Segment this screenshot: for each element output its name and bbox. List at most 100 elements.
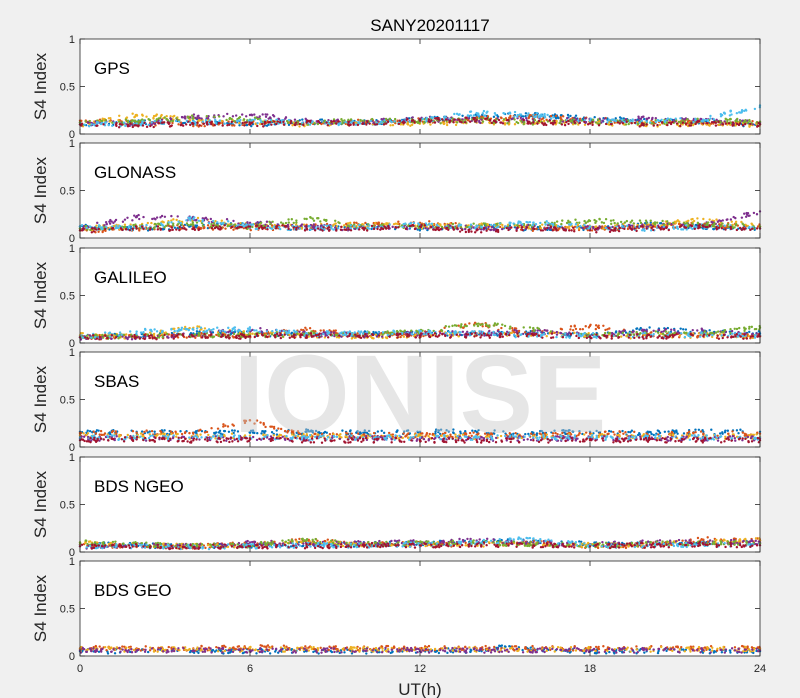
scatter-dot [590, 229, 594, 232]
scatter-dot [717, 120, 720, 124]
scatter-dot [567, 119, 570, 123]
scatter-dot [191, 121, 194, 125]
scatter-dot [348, 221, 352, 224]
scatter-dot [301, 121, 304, 124]
scatter-dot [724, 228, 727, 231]
scatter-dot [189, 216, 192, 219]
scatter-dot [447, 228, 450, 232]
scatter-dot [744, 215, 748, 218]
scatter-dot [622, 333, 626, 337]
scatter-dot [85, 226, 88, 230]
scatter-dot [100, 226, 104, 229]
scatter-dot [254, 122, 257, 126]
scatter-dot [688, 124, 691, 127]
scatter-dot [152, 332, 156, 336]
scatter-dot [579, 224, 582, 228]
scatter-dot [374, 221, 377, 225]
scatter-dot [117, 120, 121, 123]
scatter-dot [258, 115, 261, 118]
scatter-dot [617, 229, 621, 233]
scatter-dot [692, 120, 695, 124]
scatter-dot [490, 228, 493, 231]
scatter-dot [264, 115, 268, 118]
scatter-dot [201, 220, 204, 223]
scatter-dot [721, 123, 725, 126]
scatter-dot [151, 217, 154, 221]
data-point [702, 122, 705, 125]
scatter-dot [377, 122, 381, 126]
scatter-dot [607, 119, 610, 122]
scatter-dot [152, 114, 156, 118]
scatter-dot [712, 222, 716, 226]
scatter-dot [308, 326, 312, 330]
scatter-dot [522, 118, 526, 122]
scatter-dot [468, 225, 471, 229]
scatter-dot [152, 125, 155, 129]
scatter-dot [111, 124, 114, 127]
y-tick-label: 1 [69, 34, 75, 46]
scatter-dot [690, 121, 693, 125]
scatter-dot [308, 120, 312, 124]
scatter-dot [334, 222, 337, 225]
scatter-dot [507, 228, 510, 232]
scatter-dot [113, 121, 116, 124]
scatter-dot [206, 117, 210, 120]
scatter-dot [371, 117, 374, 121]
scatter-dot [454, 221, 457, 225]
scatter-dot [574, 114, 578, 117]
scatter-dot [672, 221, 675, 225]
scatter-dot [237, 116, 241, 120]
scatter-dot [256, 121, 259, 125]
scatter-dot [630, 224, 634, 227]
scatter-dot [230, 222, 233, 226]
scatter-dot [751, 332, 754, 336]
scatter-dot [341, 122, 344, 125]
scatter-dot [726, 222, 730, 226]
scatter-dot [515, 120, 518, 124]
scatter-dot [596, 118, 600, 121]
scatter-dot [538, 225, 542, 228]
scatter-dot [155, 113, 159, 116]
scatter-dot [352, 121, 355, 125]
scatter-dot [481, 112, 485, 115]
chart-title: SANY20201117 [370, 16, 489, 35]
scatter-dot [496, 228, 500, 232]
scatter-dot [681, 119, 684, 122]
scatter-dot [623, 227, 626, 231]
scatter-dot [559, 119, 562, 122]
scatter-dot [217, 115, 221, 118]
scatter-dot [677, 120, 681, 124]
scatter-dot [683, 225, 686, 229]
scatter-dot [218, 225, 222, 228]
scatter-dot [643, 229, 646, 232]
scatter-dot [325, 218, 328, 222]
scatter-dot [454, 123, 458, 127]
scatter-dot [565, 225, 568, 229]
scatter-dot [460, 121, 463, 124]
scatter-dot [704, 225, 707, 229]
scatter-dot [570, 229, 573, 232]
scatter-dot [129, 122, 132, 125]
scatter-dot [402, 222, 405, 226]
scatter-dot [614, 119, 617, 123]
scatter-dot [541, 122, 544, 125]
scatter-dot [181, 124, 185, 127]
scatter-dot [665, 226, 668, 229]
scatter-dot [595, 231, 598, 234]
scatter-dot [364, 221, 367, 225]
scatter-dot [104, 121, 108, 124]
scatter-dot [271, 220, 274, 223]
scatter-dot [445, 226, 449, 229]
scatter-dot [457, 118, 460, 121]
scatter-dot [691, 227, 694, 231]
scatter-dot [570, 120, 574, 123]
scatter-dot [558, 121, 561, 125]
scatter-dot [397, 226, 400, 229]
y-tick-label: 0.5 [60, 186, 75, 198]
scatter-dot [723, 224, 726, 227]
scatter-dot [141, 124, 145, 127]
scatter-dot [427, 118, 431, 121]
scatter-dot [574, 327, 578, 331]
scatter-dot [141, 120, 144, 123]
scatter-dot [561, 120, 565, 123]
